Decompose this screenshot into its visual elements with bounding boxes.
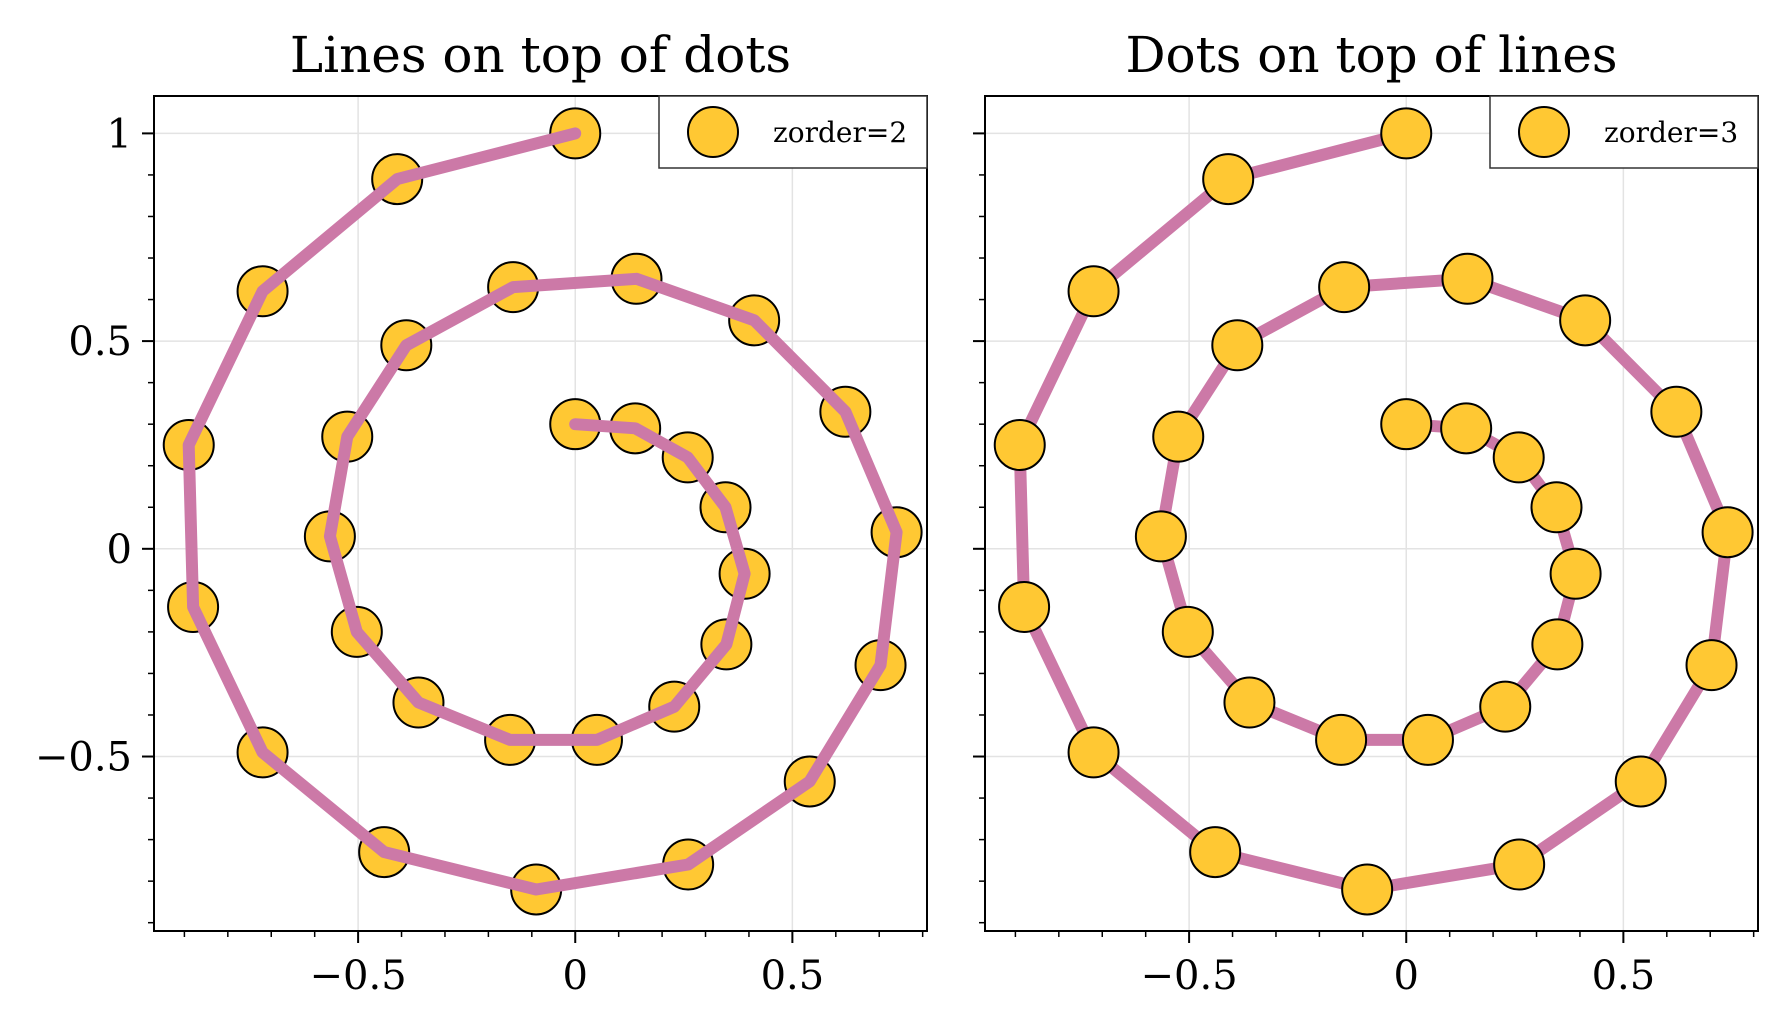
data-point <box>1440 402 1493 455</box>
data-point <box>993 418 1046 471</box>
data-point <box>1549 547 1602 600</box>
data-point <box>1530 481 1583 534</box>
data-point <box>1341 863 1394 916</box>
data-point <box>1492 431 1545 484</box>
chart-title: Lines on top of dots <box>290 26 791 84</box>
panel-right: −0.5 0 0.5 Dots on top of lines zorder=3 <box>973 26 1759 999</box>
data-point <box>1152 410 1205 463</box>
data-point <box>1614 755 1667 808</box>
panel-left: −0.5 0 0.5 −0.5 0 0.5 1 Lines on top of dots zor… <box>35 26 928 999</box>
data-point <box>1685 639 1738 692</box>
legend-label: zorder=2 <box>773 116 907 149</box>
y-tick-label: −0.5 <box>35 735 132 781</box>
data-point <box>1189 826 1242 879</box>
plot-area <box>993 107 1754 916</box>
data-point <box>1315 713 1368 766</box>
data-point <box>1067 726 1120 779</box>
legend-marker <box>687 106 739 158</box>
data-point <box>1479 680 1532 733</box>
x-tick-label: 0.5 <box>761 953 825 999</box>
x-tick-label: −0.5 <box>310 953 407 999</box>
data-point <box>1223 676 1276 729</box>
legend-marker <box>1518 106 1570 158</box>
legend: zorder=2 <box>658 95 928 169</box>
plot-area <box>162 107 923 916</box>
x-tick-label: 0 <box>563 953 588 999</box>
legend-label: zorder=3 <box>1604 116 1738 149</box>
axes-frame <box>153 95 928 932</box>
data-point <box>1650 385 1703 438</box>
legend: zorder=3 <box>1489 95 1759 169</box>
data-point <box>1380 107 1433 160</box>
data-point <box>1211 319 1264 372</box>
data-point <box>1134 510 1187 563</box>
axes-frame <box>984 95 1759 932</box>
data-point <box>1318 261 1371 314</box>
data-point <box>1380 398 1433 451</box>
y-tick-label: 0 <box>107 527 132 573</box>
y-tick-label: 0.5 <box>68 319 132 365</box>
data-point <box>1202 153 1255 206</box>
series-line <box>182 127 903 896</box>
y-tick-label: 1 <box>107 111 132 157</box>
x-tick-label: 0.5 <box>1592 953 1656 999</box>
data-point <box>1067 265 1120 318</box>
data-point <box>1401 713 1454 766</box>
chart-title: Dots on top of lines <box>1125 26 1617 84</box>
x-tick-label: 0 <box>1394 953 1419 999</box>
data-point <box>1559 294 1612 347</box>
data-point <box>1531 618 1584 671</box>
data-point <box>1493 838 1546 891</box>
x-tick-label: −0.5 <box>1141 953 1238 999</box>
data-point <box>1441 252 1494 305</box>
data-point <box>1701 506 1754 559</box>
data-point <box>998 580 1051 633</box>
data-point <box>1161 605 1214 658</box>
